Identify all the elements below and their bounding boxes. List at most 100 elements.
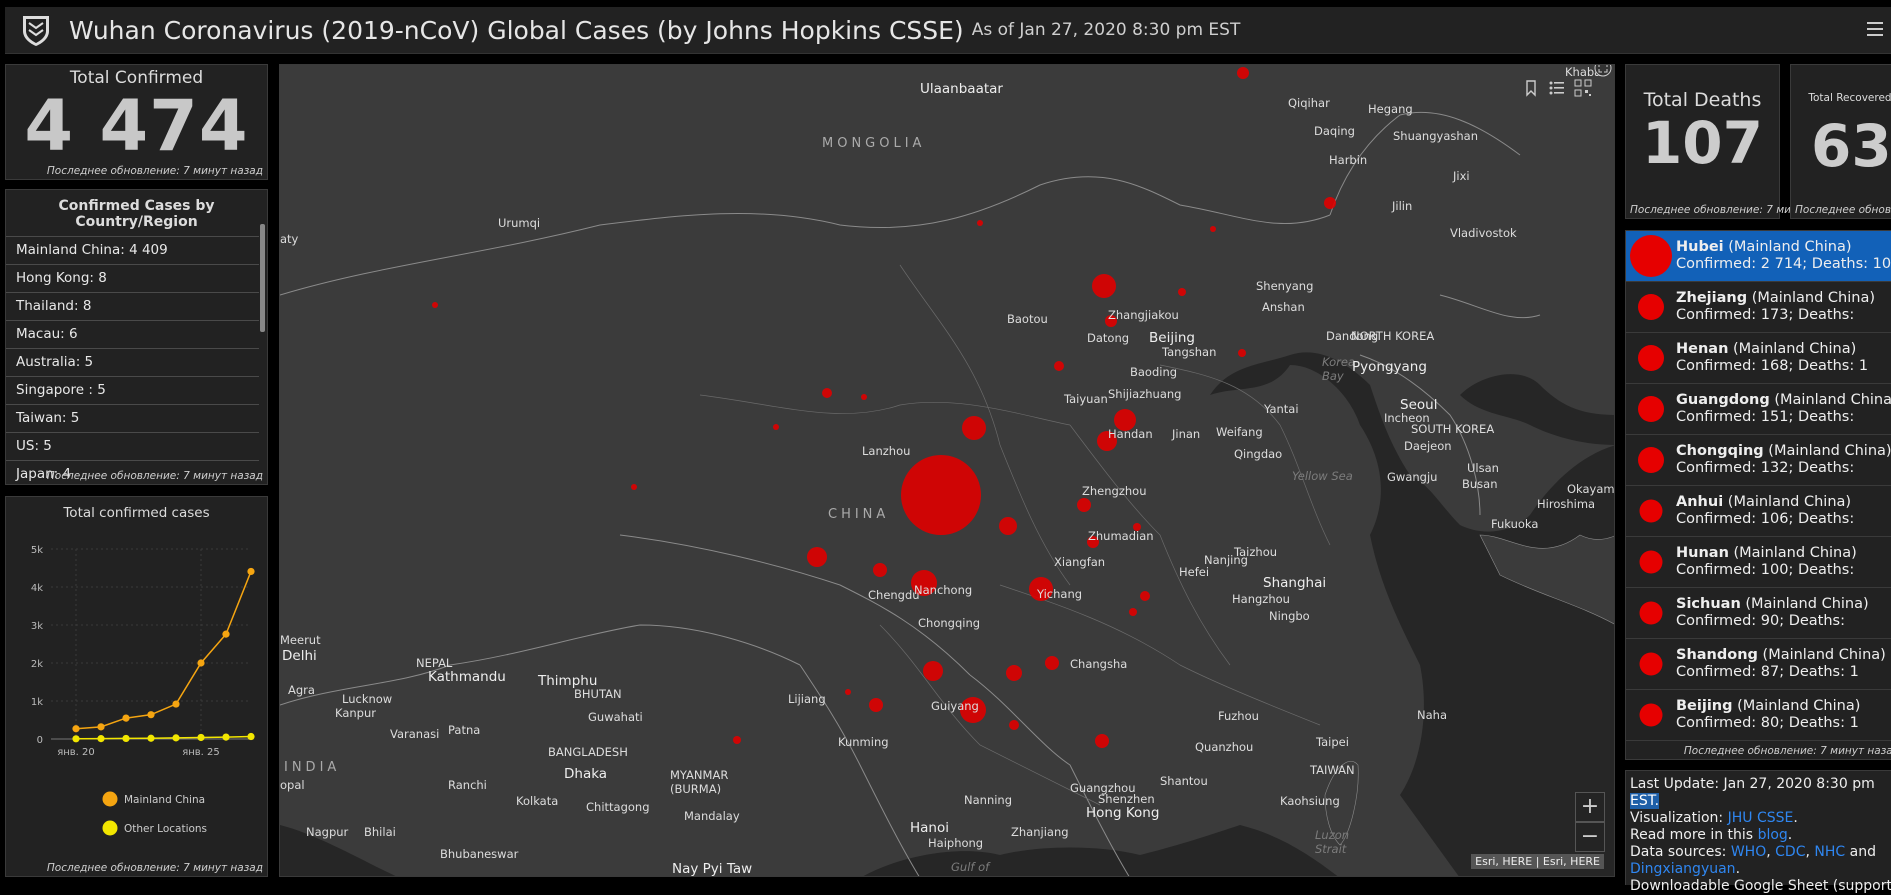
province-stats: Confirmed: 87; Deaths: 1 <box>1676 664 1859 680</box>
blog-link[interactable]: blog <box>1757 827 1788 843</box>
province-list-item[interactable]: Beijing (Mainland China) Confirmed: 80; D… <box>1626 690 1891 741</box>
case-marker[interactable] <box>822 388 832 398</box>
case-marker[interactable] <box>1133 523 1141 531</box>
expand-icon[interactable] <box>1594 64 1612 77</box>
map-place-label: Chongqing <box>918 616 981 630</box>
map-place-label: Zhangjiakou <box>1108 308 1179 322</box>
case-marker[interactable] <box>733 736 741 744</box>
province-list-item[interactable]: Chongqing (Mainland China) Confirmed: 132… <box>1626 435 1891 486</box>
country-list-item[interactable]: Singapore : 5 <box>6 376 259 404</box>
data-point <box>147 711 155 719</box>
case-marker[interactable] <box>807 547 827 567</box>
case-marker[interactable] <box>1092 274 1116 298</box>
y-tick-label: 3k <box>31 621 43 632</box>
case-marker[interactable] <box>962 416 986 440</box>
map-place-label: Shenzhen <box>1098 792 1155 806</box>
map-place-label: Lijiang <box>788 692 826 706</box>
country-border <box>1439 294 1541 319</box>
province-name-label: Guangdong <box>1676 392 1770 408</box>
nhc-link[interactable]: NHC <box>1814 844 1846 860</box>
country-list-item[interactable]: Taiwan: 5 <box>6 404 259 432</box>
dxy-line: Dingxiangyuan. <box>1630 861 1741 877</box>
case-marker[interactable] <box>1029 577 1053 601</box>
province-list-item[interactable]: Guangdong (Mainland China) Confirmed: 151… <box>1626 384 1891 435</box>
zoom-out-button[interactable]: − <box>1575 822 1605 852</box>
province-list-item[interactable]: Zhejiang (Mainland China) Confirmed: 173;… <box>1626 282 1891 333</box>
case-marker[interactable] <box>1324 197 1336 209</box>
map-place-label: Kolkata <box>516 794 559 808</box>
province-border <box>999 584 1321 726</box>
province-name: Sichuan (Mainland China) <box>1676 596 1869 612</box>
country-list-item[interactable]: Macau: 6 <box>6 320 259 348</box>
country-list-item[interactable]: US: 5 <box>6 432 259 460</box>
case-marker[interactable] <box>432 302 438 308</box>
cases-map[interactable]: Ulaanbaatar MONGOLIA Qiqihar Hegang Daqing Sh… <box>279 64 1615 877</box>
y-tick-label: 4k <box>31 583 43 594</box>
case-marker[interactable] <box>1238 349 1246 357</box>
map-place-label: Hegang <box>1368 102 1413 116</box>
case-marker[interactable] <box>1095 734 1109 748</box>
hamburger-menu-icon[interactable] <box>1865 19 1885 39</box>
case-marker[interactable] <box>1178 288 1186 296</box>
country-list-item[interactable]: Thailand: 8 <box>6 292 259 320</box>
case-marker[interactable] <box>911 570 937 596</box>
case-marker[interactable] <box>1009 720 1019 730</box>
map-place-label: Haiphong <box>928 836 984 850</box>
case-marker[interactable] <box>1237 67 1249 79</box>
province-list-item[interactable]: Hunan (Mainland China) Confirmed: 100; De… <box>1626 537 1891 588</box>
case-marker[interactable] <box>1140 591 1150 601</box>
case-marker[interactable] <box>1006 665 1022 681</box>
map-place-label: Hefei <box>1179 565 1210 579</box>
map-place-label: Dandong <box>1326 329 1379 343</box>
province-list-item[interactable]: Sichuan (Mainland China) Confirmed: 90; D… <box>1626 588 1891 639</box>
case-marker[interactable] <box>1129 608 1137 616</box>
map-canvas[interactable] <box>280 65 1615 877</box>
case-marker[interactable] <box>773 424 779 430</box>
case-marker[interactable] <box>1097 431 1117 451</box>
province-list-item[interactable]: Shandong (Mainland China) Confirmed: 87; … <box>1626 639 1891 690</box>
case-marker[interactable] <box>1087 536 1099 548</box>
who-link[interactable]: WHO <box>1730 844 1767 860</box>
case-marker[interactable] <box>845 689 851 695</box>
case-marker[interactable] <box>1114 409 1136 431</box>
case-marker[interactable] <box>999 517 1017 535</box>
case-marker[interactable] <box>1105 315 1117 327</box>
country-list-scrollbar[interactable] <box>260 224 265 332</box>
visualization-suffix: . <box>1793 810 1798 826</box>
case-marker[interactable] <box>960 697 986 723</box>
country-list-item[interactable]: Japan: 4 <box>6 460 259 484</box>
country-list-item[interactable]: Hong Kong: 8 <box>6 264 259 292</box>
map-place-label: Ranchi <box>448 778 487 792</box>
visualization-line: Visualization: JHU CSSE. <box>1630 810 1891 827</box>
case-marker[interactable] <box>923 661 943 681</box>
case-marker[interactable] <box>631 484 637 490</box>
case-marker[interactable] <box>977 220 983 226</box>
country-list-item[interactable]: Mainland China: 4 409 <box>6 236 259 264</box>
country-list-title: Confirmed Cases by Country/Region <box>58 198 215 230</box>
jhu-csse-link[interactable]: JHU CSSE <box>1727 810 1794 826</box>
bookmark-icon[interactable] <box>1520 77 1542 99</box>
legend-list-icon[interactable] <box>1546 77 1568 99</box>
map-place-label: Thimphu <box>538 673 598 689</box>
province-name-label: Sichuan <box>1676 596 1741 612</box>
province-list-item[interactable]: Hubei (Mainland China) Confirmed: 2 714; … <box>1626 231 1891 282</box>
case-marker[interactable] <box>861 394 867 400</box>
sea-area <box>1210 352 1614 876</box>
country-list-item[interactable]: Australia: 5 <box>6 348 259 376</box>
dingxiangyuan-link[interactable]: Dingxiangyuan <box>1630 861 1736 877</box>
province-list-item[interactable]: Henan (Mainland China) Confirmed: 168; De… <box>1626 333 1891 384</box>
case-marker[interactable] <box>901 455 981 535</box>
case-marker[interactable] <box>869 698 883 712</box>
cdc-link[interactable]: CDC <box>1775 844 1806 860</box>
case-marker[interactable] <box>1054 361 1064 371</box>
province-stats: Confirmed: 106; Deaths: <box>1676 511 1855 527</box>
province-list-item[interactable]: Anhui (Mainland China) Confirmed: 106; De… <box>1626 486 1891 537</box>
zoom-in-button[interactable]: + <box>1575 792 1605 822</box>
data-point <box>97 723 105 731</box>
case-marker[interactable] <box>1210 226 1216 232</box>
case-marker[interactable] <box>873 563 887 577</box>
case-marker[interactable] <box>1077 498 1091 512</box>
sea-area <box>863 825 1338 876</box>
case-marker[interactable] <box>1045 656 1059 670</box>
qr-code-icon[interactable] <box>1572 77 1594 99</box>
